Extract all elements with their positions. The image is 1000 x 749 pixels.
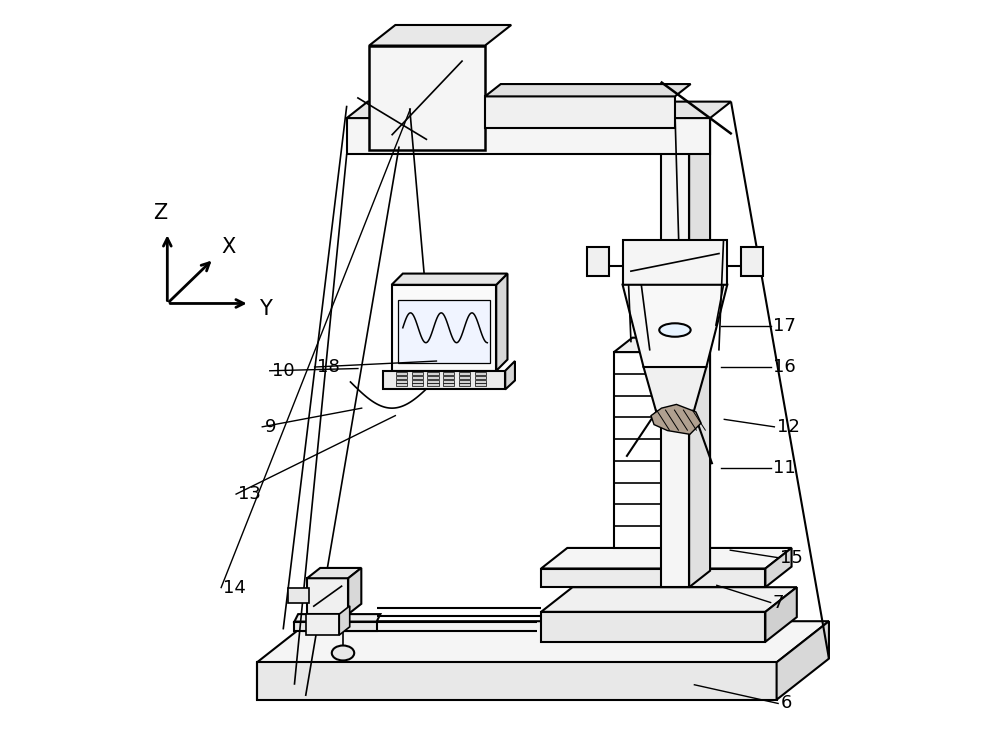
Text: X: X [221,237,235,257]
Polygon shape [369,46,485,151]
Bar [307,578,348,614]
Polygon shape [392,273,507,285]
Polygon shape [485,97,675,128]
Polygon shape [369,25,511,46]
Text: 7: 7 [773,593,784,611]
Text: 10: 10 [272,362,295,380]
Polygon shape [541,612,765,642]
Polygon shape [541,587,797,612]
Polygon shape [392,285,496,371]
Text: 15: 15 [780,549,803,567]
Bar [427,376,439,379]
Bar [623,240,727,285]
Bar [427,383,439,386]
Text: 18: 18 [317,358,340,376]
Text: 13: 13 [238,485,261,503]
Bar [475,372,486,375]
Bar [412,372,423,375]
Bar [306,614,339,635]
Polygon shape [496,273,507,371]
Ellipse shape [659,324,691,337]
Polygon shape [339,606,350,635]
Polygon shape [294,614,380,622]
Bar [475,376,486,379]
Bar [412,383,423,386]
Bar [288,589,309,604]
Bar [398,300,490,363]
Polygon shape [661,136,689,587]
Polygon shape [541,568,765,587]
Bar [741,247,763,276]
Polygon shape [307,568,361,578]
Text: 11: 11 [773,459,796,477]
Polygon shape [347,118,710,154]
Text: 17: 17 [773,317,796,335]
Polygon shape [294,622,377,631]
Polygon shape [644,367,706,412]
Bar [443,380,454,383]
Polygon shape [383,371,505,389]
Polygon shape [348,568,361,614]
Bar [443,372,454,375]
Polygon shape [651,404,701,434]
Text: 12: 12 [777,418,799,436]
Bar [427,372,439,375]
Bar [475,380,486,383]
Polygon shape [777,621,829,700]
Polygon shape [485,84,691,97]
Polygon shape [663,338,681,548]
Bar [443,376,454,379]
Bar [396,376,407,379]
Bar [459,376,470,379]
Ellipse shape [332,646,354,661]
Bar [459,372,470,375]
Bar [396,372,407,375]
Bar [459,380,470,383]
Bar [396,380,407,383]
Polygon shape [661,119,710,136]
Polygon shape [623,285,727,367]
Polygon shape [257,662,777,700]
Text: 14: 14 [223,578,246,596]
Text: 16: 16 [773,358,796,376]
Bar [412,376,423,379]
Polygon shape [614,338,681,352]
Text: Z: Z [153,203,167,222]
Polygon shape [765,548,792,587]
Polygon shape [347,102,731,118]
Polygon shape [505,361,515,389]
Polygon shape [257,621,829,662]
Text: 6: 6 [780,694,792,712]
Bar [427,380,439,383]
Bar [396,383,407,386]
Polygon shape [765,587,797,642]
Polygon shape [614,352,663,548]
Bar [443,383,454,386]
Bar [412,380,423,383]
Text: Y: Y [259,300,271,320]
Polygon shape [541,548,792,568]
Text: 9: 9 [265,418,276,436]
Polygon shape [689,119,710,587]
Bar [459,383,470,386]
Bar [587,247,609,276]
Bar [475,383,486,386]
